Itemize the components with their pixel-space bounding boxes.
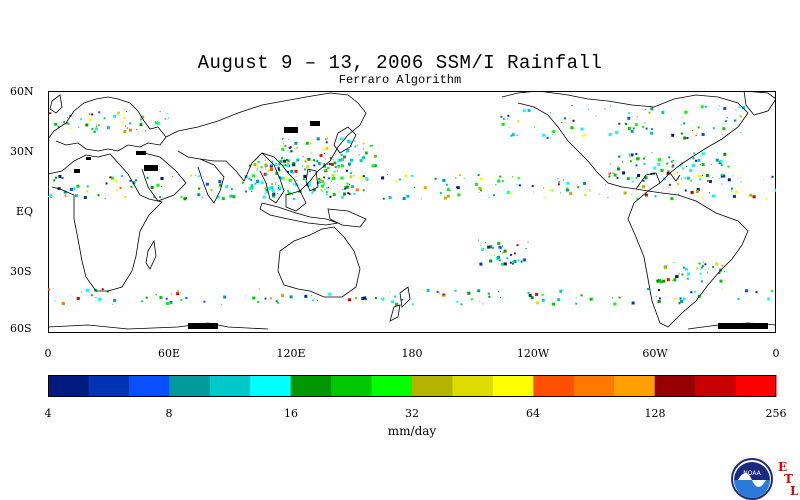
india-coastline	[197, 158, 225, 204]
lon-label-60e: 60E	[157, 347, 181, 360]
borneo-coastline	[285, 190, 307, 212]
new-zealand-coastline	[389, 286, 411, 322]
colorbar-cell	[573, 375, 615, 397]
asia-coastline	[165, 92, 367, 192]
colorbar-cell	[331, 375, 373, 397]
colorbar-tick-64: 64	[526, 407, 540, 420]
lon-label-180: 180	[401, 347, 423, 360]
colorbar-tick-16: 16	[284, 407, 298, 420]
lat-label-60n: 60N	[10, 85, 34, 98]
map-frame	[48, 91, 776, 333]
colorbar-tick-128: 128	[644, 407, 666, 420]
colorbar-cell	[128, 375, 170, 397]
colorbar-cell	[88, 375, 130, 397]
colorbar-tick-256: 256	[765, 407, 787, 420]
gulf-coastline	[635, 172, 661, 190]
colorbar-cell	[290, 375, 332, 397]
lat-label-30n: 30N	[10, 145, 34, 158]
uk-coastline	[49, 94, 63, 114]
colorbar-cell	[654, 375, 696, 397]
colorbar-cell	[209, 375, 251, 397]
japan-coastline	[333, 126, 357, 154]
lat-label-60s: 60S	[10, 322, 32, 335]
lon-label-120w: 120W	[516, 347, 550, 360]
colorbar-tick-32: 32	[405, 407, 419, 420]
etl-letter-l: L	[790, 484, 799, 498]
arabia-coastline	[141, 152, 187, 202]
lat-label-30s: 30S	[10, 265, 32, 278]
philippines-coastline	[305, 168, 319, 192]
map-subtitle: Ferraro Algorithm	[338, 73, 462, 87]
lon-label-0: 0	[44, 347, 52, 360]
colorbar-cell	[452, 375, 494, 397]
indochina-coastline	[259, 152, 285, 204]
south-america-coastline	[627, 190, 749, 328]
colorbar-cell	[412, 375, 453, 397]
etl-letter-t: T	[784, 472, 793, 486]
africa-coastline	[48, 153, 163, 292]
colorbar-cell	[250, 375, 292, 397]
rainfall-pixels	[48, 105, 776, 306]
madagascar-coastline	[145, 239, 157, 270]
lon-label-0-end: 0	[772, 347, 780, 360]
colorbar-cell	[533, 375, 575, 397]
colorbar-tick-4: 4	[44, 407, 52, 420]
etl-letter-e: E	[778, 460, 788, 474]
indonesia-coastline	[259, 202, 339, 226]
lat-label-eq: EQ	[16, 205, 34, 218]
noaa-logo-gull	[738, 473, 766, 487]
noaa-logo-text: NOAA	[743, 470, 761, 477]
rainfall-map	[48, 91, 776, 333]
colorbar-cell	[371, 375, 413, 397]
map-title: August 9 – 13, 2006 SSM/I Rainfall	[197, 52, 603, 74]
north-america-coastline	[501, 91, 749, 192]
colorbar-frame	[48, 375, 776, 397]
colorbar-cells	[48, 375, 777, 397]
colorbar-cell	[695, 375, 737, 397]
colorbar-cell	[614, 375, 656, 397]
florida-coastline	[669, 172, 681, 182]
colorbar-tick-8: 8	[165, 407, 173, 420]
lon-label-120e: 120E	[276, 347, 306, 360]
new-guinea-coastline	[327, 208, 367, 228]
europe-coastline	[48, 96, 167, 152]
coastlines	[48, 91, 776, 330]
colorbar	[48, 375, 777, 397]
greenland-coastline	[743, 91, 776, 116]
australia-coastline	[277, 226, 361, 298]
lakes-black	[74, 121, 768, 329]
colorbar-cell	[492, 375, 534, 397]
colorbar-cell	[169, 375, 211, 397]
noaa-logo: NOAA	[731, 458, 773, 500]
colorbar-cell	[735, 375, 777, 397]
lon-label-60w: 60W	[642, 347, 668, 360]
colorbar-units: mm/day	[387, 424, 437, 438]
antarctica-coastline-east	[48, 322, 269, 330]
colorbar-cell	[48, 375, 89, 397]
